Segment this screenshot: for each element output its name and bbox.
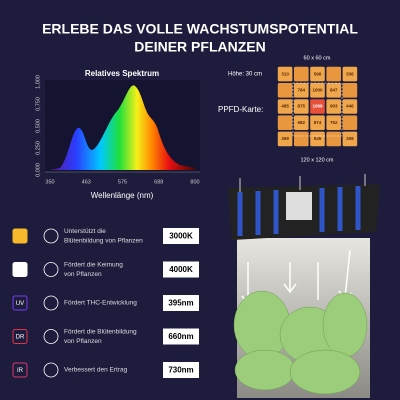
ppfd-cell [277, 99, 293, 114]
ppfd-value: 310 [281, 71, 289, 76]
ppfd-value: 784 [298, 87, 306, 92]
ppfd-cell [342, 66, 358, 82]
ppfd-cell [294, 83, 309, 98]
swatch-label: UV [16, 301, 24, 307]
ppfd-value: 596 [314, 71, 322, 76]
ppfd-cell [326, 115, 341, 130]
ppfd-cell [326, 66, 341, 82]
inner-size: 60 x 60 cm [304, 55, 331, 61]
ppfd-value: 485 [281, 104, 289, 109]
badge [163, 362, 199, 378]
ppfd-cell [310, 83, 325, 98]
lamp-bars [237, 186, 361, 236]
ppfd-cell [342, 115, 358, 130]
y-tick-label: 0,250 [35, 141, 41, 155]
ppfd-cell [326, 131, 341, 147]
badge [163, 295, 199, 311]
feature-text: Unterstützt die [64, 228, 106, 235]
x-tick-label: 575 [118, 179, 127, 185]
ppfd-cell [310, 131, 325, 147]
ppfd-value: 446 [346, 104, 354, 109]
ppfd-value: 545 [314, 136, 322, 141]
ppfd-value: 1000 [312, 87, 323, 92]
swatch-label: DR [16, 335, 25, 341]
ppfd-value: 308 [346, 136, 354, 141]
feature-text: Fördert die Blütenbildung [64, 329, 137, 336]
ppfd-cell [277, 131, 293, 147]
ppfd-value: 682 [298, 120, 306, 125]
badge [163, 328, 199, 345]
badge-text: 660nm [168, 332, 193, 341]
x-tick-label: 688 [154, 179, 163, 185]
ppfd-cell [326, 99, 341, 114]
outer-size: 120 x 120 cm [300, 157, 333, 163]
ppfd-title: PPFD-Karte: [218, 105, 263, 114]
feature-text: Verbessert den Ertrag [64, 367, 128, 374]
feature-icon [43, 262, 59, 277]
ppfd-cell [310, 66, 325, 82]
ppfd-value: 875 [298, 104, 306, 109]
feature-icon [43, 362, 59, 378]
height-label: Höhe: 30 cm [228, 72, 262, 78]
ppfd-cell [277, 115, 293, 130]
x-tick-label: 800 [190, 179, 199, 185]
ppfd-value: 269 [281, 136, 289, 141]
title: DEINER PFLANZEN [134, 39, 265, 55]
ppfd-cell [310, 99, 325, 114]
color-swatch [12, 295, 28, 311]
ppfd-cell [277, 66, 293, 82]
ppfd-cell [342, 83, 358, 98]
ppfd-value: 874 [314, 120, 322, 125]
feature-icon [43, 329, 59, 344]
badge [163, 228, 199, 244]
y-tick-label: 0,750 [35, 97, 41, 111]
ppfd-cell [294, 66, 309, 82]
badge-text: 395nm [168, 299, 193, 308]
ppfd-value: 1069 [312, 104, 323, 109]
title: ERLEBE DAS VOLLE WACHSTUMSPOTENTIAL [42, 21, 358, 37]
feature-icon [43, 295, 59, 311]
feature-icon [43, 228, 59, 244]
ppfd-cell [326, 83, 341, 98]
x-axis-label: Wellenlänge (nm) [91, 191, 154, 200]
ppfd-cell [342, 131, 358, 147]
x-tick-label: 350 [45, 179, 54, 185]
driver [286, 192, 312, 220]
feature-text: von Pflanzen [64, 338, 102, 345]
color-swatch [12, 362, 28, 378]
ppfd-cell [310, 115, 325, 130]
feature-text: von Pflanzen [64, 271, 102, 278]
ppfd-value: 847 [330, 87, 338, 92]
y-tick-label: 1,000 [35, 75, 41, 89]
ppfd-cell [294, 99, 309, 114]
ppfd-cell [294, 115, 309, 130]
feature-text: Fördert THC-Entwicklung [64, 300, 137, 307]
swatch-label: IR [17, 368, 24, 374]
feature-text: Fördert die Keimung [64, 262, 123, 269]
ppfd-value: 903 [330, 104, 338, 109]
color-swatch [12, 228, 28, 244]
hangers [239, 174, 366, 192]
y-tick-label: 0,500 [35, 119, 41, 133]
spectrum-title: Relatives Spektrum [85, 69, 159, 78]
color-swatch [12, 262, 28, 277]
plants [233, 290, 368, 395]
ppfd-cell [277, 83, 293, 98]
badge-text: 4000K [169, 265, 193, 274]
x-tick-label: 463 [82, 179, 91, 185]
color-swatch [12, 329, 28, 344]
inner-area [292, 82, 343, 137]
badge-text: 3000K [169, 232, 193, 241]
spectrum-curve [50, 85, 195, 170]
ppfd-cell [294, 131, 309, 147]
y-tick-label: 0,000 [35, 163, 41, 177]
feature-text: Blütenbildung von Pflanzen [64, 238, 143, 245]
badge [163, 261, 199, 278]
badge-text: 730nm [168, 366, 193, 375]
ppfd-value: 336 [346, 71, 354, 76]
ppfd-cell [342, 99, 358, 114]
ppfd-value: 752 [330, 120, 338, 125]
